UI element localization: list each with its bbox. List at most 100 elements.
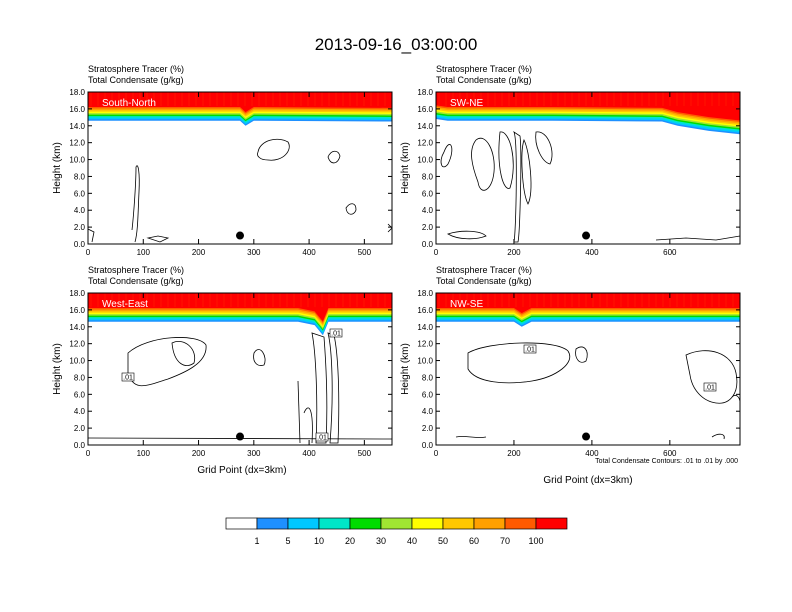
y-tick-label: 18.0 — [417, 289, 433, 298]
plot-frame — [87, 292, 393, 446]
x-tick-label: 200 — [507, 248, 521, 257]
condensate-contour — [455, 436, 487, 438]
contour-label-box — [523, 344, 537, 354]
y-tick-label: 8.0 — [422, 172, 434, 181]
x-tick-label: 600 — [663, 449, 677, 458]
contour-label-text: .01 — [331, 331, 341, 338]
y-tick-label: 16.0 — [417, 306, 433, 315]
figure-title: 2013-09-16_03:00:00 — [315, 35, 478, 54]
colorbar-swatch — [411, 517, 444, 530]
y-tick-label: 8.0 — [74, 373, 86, 382]
condensate-contours — [88, 138, 392, 243]
y-tick-label: 4.0 — [422, 206, 434, 215]
y-tick-label: 4.0 — [74, 206, 86, 215]
x-tick-label: 300 — [247, 449, 261, 458]
plot-area — [436, 92, 740, 244]
condensate-contour — [575, 346, 588, 363]
colorbar-label: 30 — [376, 536, 386, 546]
colorbar: 1 5 10 20 30 40 50 60 70 100 — [225, 517, 568, 546]
x-tick-label: 500 — [358, 449, 372, 458]
y-tick-label: 10.0 — [417, 357, 433, 366]
colorbar-swatch — [504, 517, 537, 530]
panel-nw-se: Stratosphere Tracer (%)Total Condensate … — [400, 265, 741, 458]
y-tick-label: 2.0 — [74, 424, 86, 433]
panel-west-east: Stratosphere Tracer (%)Total Condensate … — [52, 265, 393, 458]
y-tick-label: 6.0 — [422, 189, 434, 198]
x-tick-label: 400 — [302, 248, 316, 257]
colorbar-swatch — [318, 517, 351, 530]
plot-frame — [87, 91, 393, 245]
y-tick-label: 14.0 — [417, 122, 433, 131]
x-tick-label: 400 — [585, 449, 599, 458]
x-tick-label: 100 — [137, 449, 151, 458]
colorbar-swatch — [256, 517, 289, 530]
colorbar-label: 50 — [438, 536, 448, 546]
condensate-contours — [440, 130, 740, 243]
x-tick-label: 0 — [86, 248, 91, 257]
y-tick-label: 12.0 — [69, 340, 85, 349]
x-tick-label: 600 — [663, 248, 677, 257]
y-tick-label: 2.0 — [74, 223, 86, 232]
panel-title-line1: Stratosphere Tracer (%) — [436, 265, 532, 275]
location-marker — [236, 231, 244, 240]
panel-title-line2: Total Condensate (g/kg) — [88, 276, 184, 286]
colorbar-swatch — [225, 517, 258, 530]
contour-label: .01 — [329, 328, 343, 338]
y-tick-label: 10.0 — [417, 156, 433, 165]
y-tick-label: 8.0 — [422, 373, 434, 382]
tracer-band-top — [88, 92, 392, 113]
x-tick-label: 0 — [434, 449, 439, 458]
y-tick-label: 16.0 — [417, 105, 433, 114]
y-tick-label: 12.0 — [417, 340, 433, 349]
y-axis-label: Height (km) — [400, 343, 411, 395]
plot-area — [88, 92, 392, 244]
y-tick-label: 14.0 — [69, 323, 85, 332]
colorbar-swatch — [287, 517, 320, 530]
y-tick-label: 2.0 — [422, 223, 434, 232]
y-tick-label: 12.0 — [69, 139, 85, 148]
panels: Stratosphere Tracer (%)Total Condensate … — [52, 64, 741, 458]
contour-label: .01 — [121, 372, 135, 382]
y-tick-label: 4.0 — [74, 407, 86, 416]
y-tick-label: 0.0 — [422, 441, 434, 450]
colorbar-label: 1 — [254, 536, 259, 546]
condensate-contour — [655, 235, 740, 241]
x-tick-label: 100 — [137, 248, 151, 257]
contour-label: .01 — [703, 382, 717, 392]
condensate-contour — [127, 337, 207, 387]
contour-label-box — [703, 382, 717, 392]
colorbar-label: 40 — [407, 536, 417, 546]
condensate-contour — [311, 332, 328, 444]
plot-area: .01 .01 .01 — [88, 293, 392, 445]
x-tick-label: 500 — [358, 248, 372, 257]
colorbar-swatch — [473, 517, 506, 530]
tracer-band-top — [88, 293, 392, 322]
condensate-contour — [297, 380, 301, 444]
location-marker — [236, 432, 244, 441]
colorbar-swatch — [380, 517, 413, 530]
location-marker — [582, 432, 591, 441]
panel-title-line2: Total Condensate (g/kg) — [436, 276, 532, 286]
panel-label: South-North — [102, 98, 156, 109]
panel-label: SW-NE — [450, 98, 483, 109]
y-tick-label: 18.0 — [69, 289, 85, 298]
y-tick-label: 6.0 — [422, 390, 434, 399]
y-tick-label: 14.0 — [417, 323, 433, 332]
contour-note: Total Condensate Contours: .01 to .01 by… — [595, 458, 738, 465]
condensate-contour — [327, 332, 340, 444]
x-tick-label: 300 — [247, 248, 261, 257]
condensate-contour — [467, 342, 571, 384]
condensate-contour — [447, 230, 487, 240]
x-tick-label: 0 — [434, 248, 439, 257]
condensate-contour — [257, 138, 290, 161]
condensate-contour — [171, 341, 196, 366]
y-tick-label: 12.0 — [417, 139, 433, 148]
colorbar-swatch — [535, 517, 568, 530]
y-tick-label: 10.0 — [69, 156, 85, 165]
location-marker — [582, 231, 591, 240]
panel-label: NW-SE — [450, 299, 483, 310]
panel-title-line2: Total Condensate (g/kg) — [436, 75, 532, 85]
y-axis-label: Height (km) — [52, 343, 63, 395]
colorbar-swatch — [442, 517, 475, 530]
colorbar-label: 10 — [314, 536, 324, 546]
